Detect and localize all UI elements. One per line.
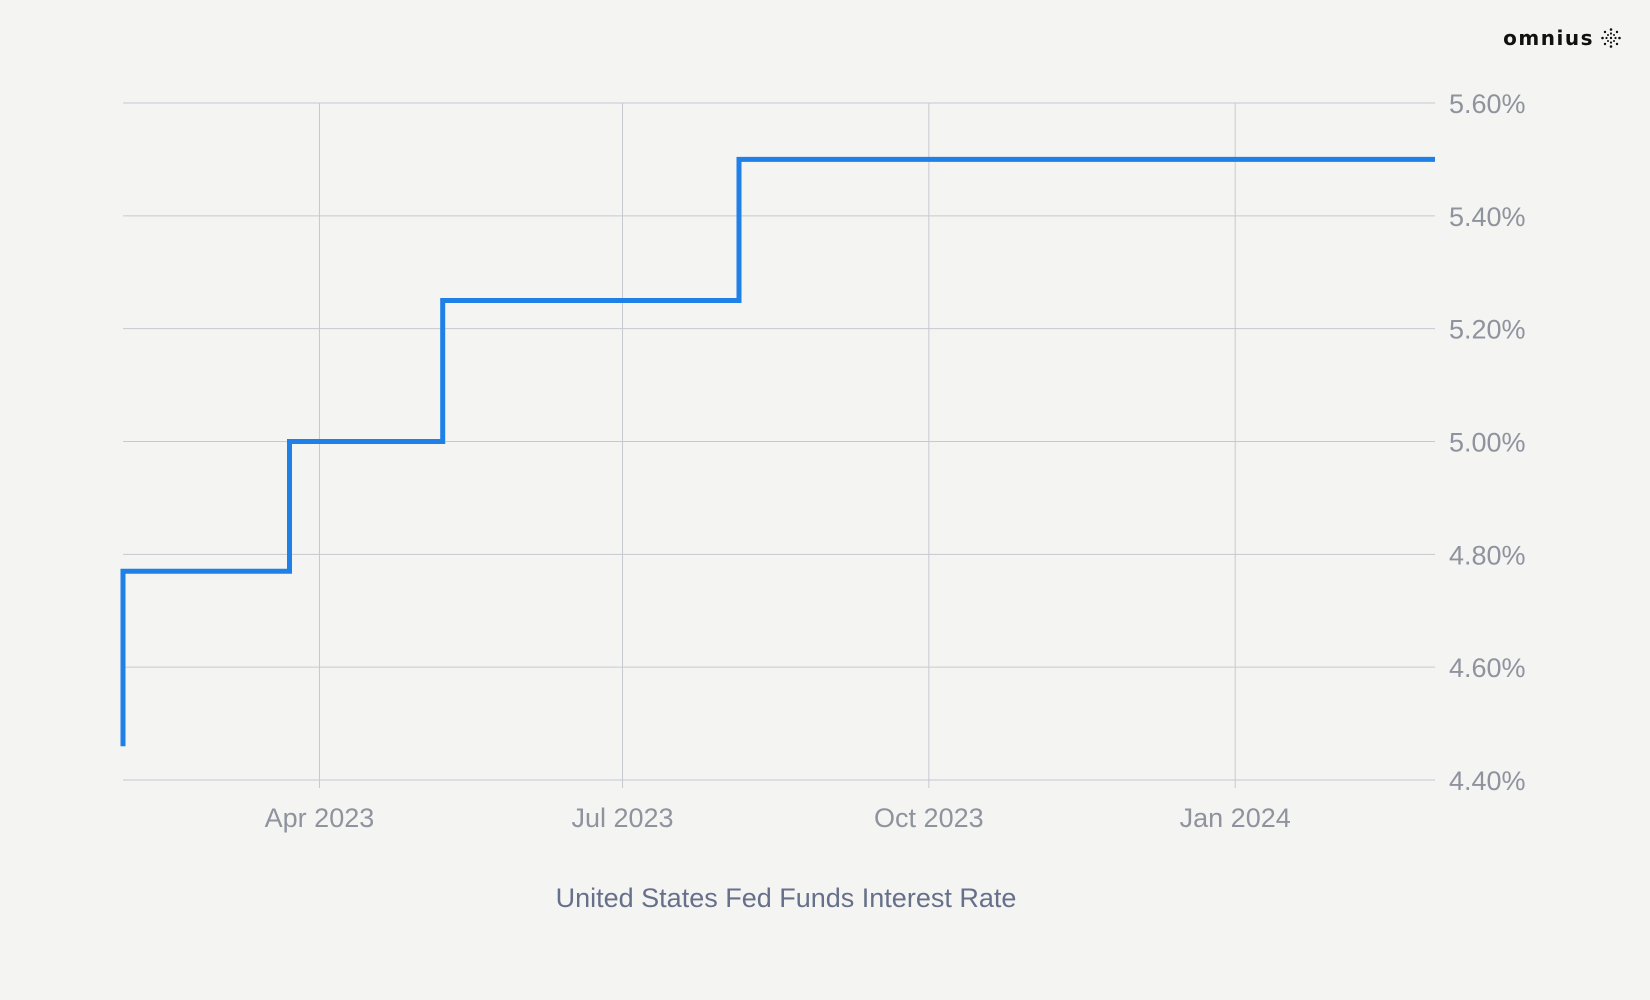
y-tick-label: 5.00% bbox=[1449, 428, 1526, 458]
series-line-fed-funds-rate bbox=[120, 156, 1435, 747]
brand-logo: omnius bbox=[1503, 26, 1622, 50]
x-tick-label: Apr 2023 bbox=[265, 803, 375, 833]
x-tick-label: Jul 2023 bbox=[571, 803, 673, 833]
x-axis-title: United States Fed Funds Interest Rate bbox=[556, 883, 1017, 913]
y-tick-label: 4.80% bbox=[1449, 540, 1526, 570]
x-tick-label: Jan 2024 bbox=[1180, 803, 1291, 833]
y-tick-label: 5.20% bbox=[1449, 315, 1526, 345]
y-tick-label: 4.40% bbox=[1449, 766, 1526, 796]
y-tick-label: 5.60% bbox=[1449, 89, 1526, 119]
y-tick-label: 4.60% bbox=[1449, 653, 1526, 683]
brand-name: omnius bbox=[1503, 26, 1594, 50]
x-tick-label: Oct 2023 bbox=[874, 803, 984, 833]
dotted-sphere-icon bbox=[1601, 28, 1621, 48]
y-tick-label: 5.40% bbox=[1449, 202, 1526, 232]
